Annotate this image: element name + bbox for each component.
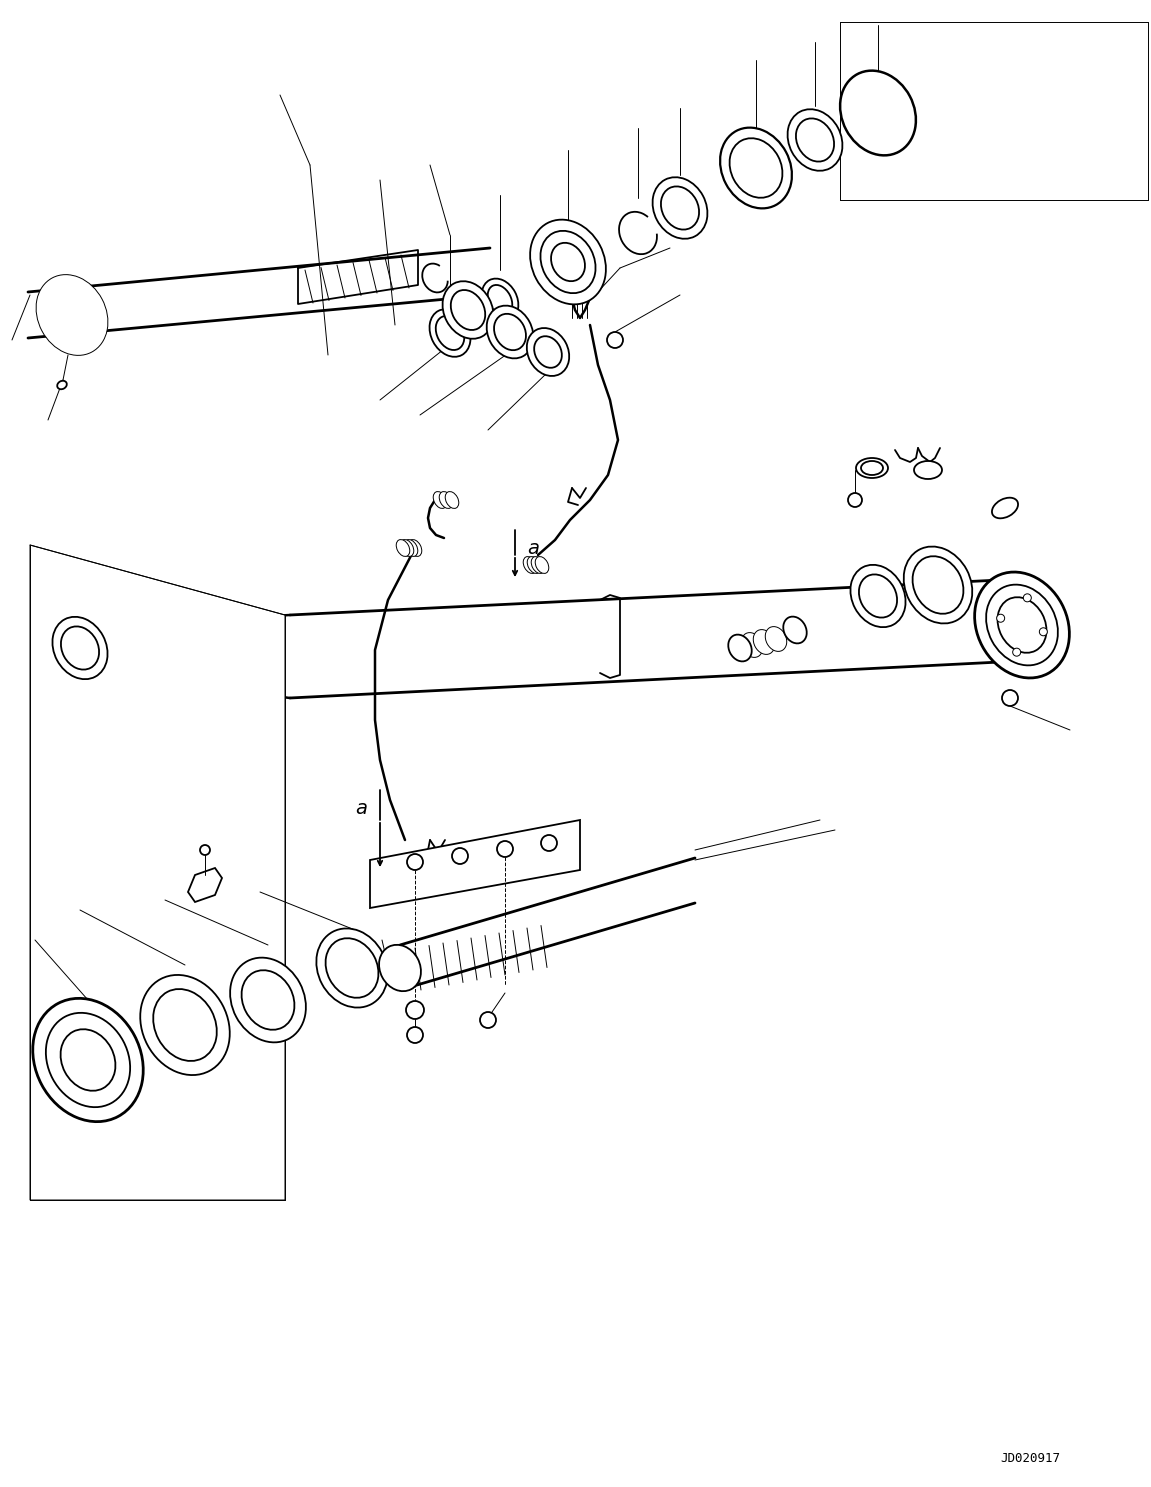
Ellipse shape: [527, 329, 570, 376]
Ellipse shape: [765, 626, 787, 651]
Circle shape: [407, 1028, 424, 1042]
Ellipse shape: [429, 309, 471, 357]
Circle shape: [480, 1013, 496, 1028]
Ellipse shape: [904, 547, 973, 623]
Circle shape: [1023, 593, 1031, 602]
Ellipse shape: [527, 556, 541, 574]
Ellipse shape: [40, 280, 104, 351]
Circle shape: [406, 1001, 424, 1019]
Circle shape: [200, 845, 209, 855]
Ellipse shape: [326, 938, 379, 998]
Ellipse shape: [730, 635, 750, 660]
Ellipse shape: [992, 498, 1019, 519]
Circle shape: [497, 842, 513, 857]
Ellipse shape: [409, 540, 421, 556]
Ellipse shape: [784, 617, 807, 644]
Ellipse shape: [851, 565, 906, 628]
Circle shape: [407, 854, 424, 870]
Ellipse shape: [913, 556, 963, 614]
Circle shape: [1039, 628, 1047, 636]
Ellipse shape: [46, 1013, 130, 1108]
Ellipse shape: [53, 617, 107, 680]
Ellipse shape: [653, 177, 708, 239]
Circle shape: [1003, 690, 1017, 706]
Ellipse shape: [840, 71, 916, 155]
Ellipse shape: [975, 572, 1069, 678]
Ellipse shape: [433, 492, 447, 509]
Ellipse shape: [230, 958, 306, 1042]
Text: JD020917: JD020917: [1000, 1451, 1060, 1465]
Ellipse shape: [856, 458, 889, 477]
Ellipse shape: [729, 635, 752, 662]
Polygon shape: [188, 868, 222, 903]
Ellipse shape: [998, 598, 1046, 653]
Ellipse shape: [396, 540, 410, 556]
Ellipse shape: [535, 556, 549, 574]
Ellipse shape: [153, 989, 216, 1062]
Ellipse shape: [36, 275, 108, 355]
Ellipse shape: [49, 290, 94, 341]
Ellipse shape: [488, 286, 512, 315]
Ellipse shape: [401, 540, 413, 556]
Ellipse shape: [861, 461, 883, 474]
Ellipse shape: [859, 574, 897, 617]
Circle shape: [452, 848, 468, 864]
Ellipse shape: [445, 492, 459, 509]
Polygon shape: [30, 546, 285, 1200]
Ellipse shape: [487, 306, 533, 358]
Ellipse shape: [787, 109, 843, 171]
Ellipse shape: [481, 278, 518, 321]
Text: a: a: [527, 538, 539, 558]
Ellipse shape: [741, 632, 763, 657]
Ellipse shape: [242, 970, 295, 1030]
Ellipse shape: [140, 975, 230, 1075]
Ellipse shape: [534, 336, 562, 367]
Ellipse shape: [753, 629, 775, 654]
Ellipse shape: [451, 290, 486, 330]
Ellipse shape: [531, 220, 605, 305]
Ellipse shape: [61, 626, 99, 669]
Ellipse shape: [436, 315, 464, 349]
Ellipse shape: [721, 128, 792, 208]
Circle shape: [848, 494, 862, 507]
Ellipse shape: [61, 1029, 115, 1091]
Polygon shape: [369, 819, 580, 909]
Ellipse shape: [404, 540, 418, 556]
Ellipse shape: [986, 584, 1058, 665]
Ellipse shape: [914, 461, 942, 479]
Ellipse shape: [541, 230, 595, 293]
Ellipse shape: [440, 492, 452, 509]
Ellipse shape: [532, 556, 544, 574]
Ellipse shape: [379, 944, 421, 992]
Ellipse shape: [730, 138, 783, 198]
Ellipse shape: [442, 281, 494, 339]
Ellipse shape: [58, 381, 67, 390]
Ellipse shape: [494, 314, 526, 351]
Ellipse shape: [524, 556, 536, 574]
Ellipse shape: [796, 119, 834, 162]
Ellipse shape: [317, 928, 388, 1008]
Circle shape: [997, 614, 1005, 622]
Text: a: a: [355, 799, 367, 818]
Circle shape: [541, 836, 557, 851]
Ellipse shape: [661, 186, 699, 229]
Circle shape: [1013, 648, 1021, 656]
Ellipse shape: [551, 242, 585, 281]
Ellipse shape: [32, 998, 143, 1121]
Circle shape: [607, 332, 623, 348]
